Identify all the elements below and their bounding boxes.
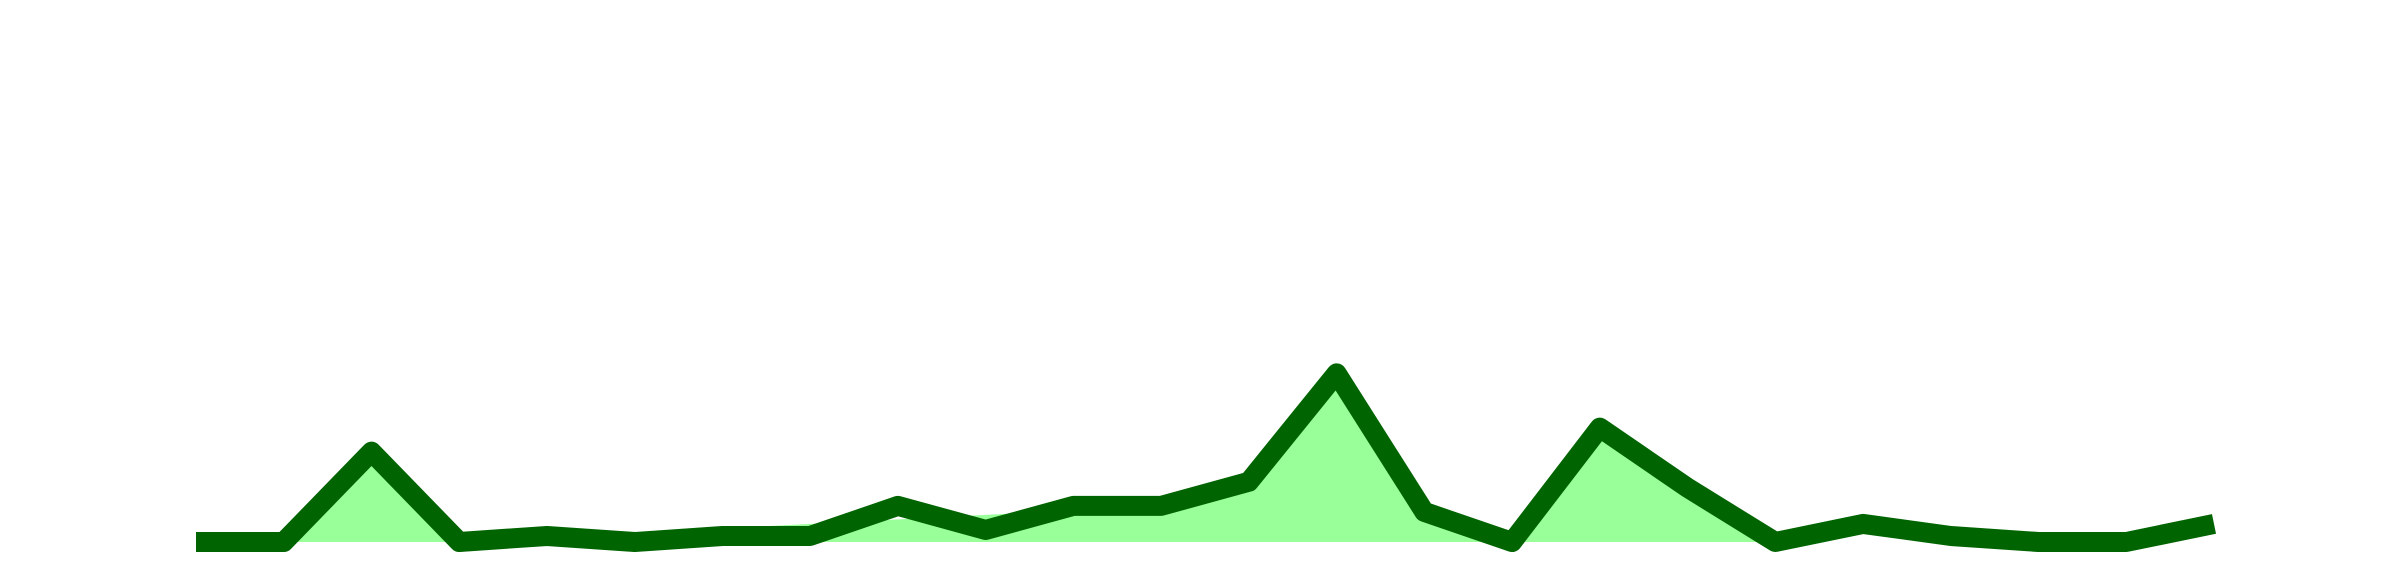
area-layer (196, 373, 1776, 542)
line-layer (196, 363, 2217, 552)
area-fill (196, 373, 1776, 542)
series-line (196, 363, 2217, 552)
